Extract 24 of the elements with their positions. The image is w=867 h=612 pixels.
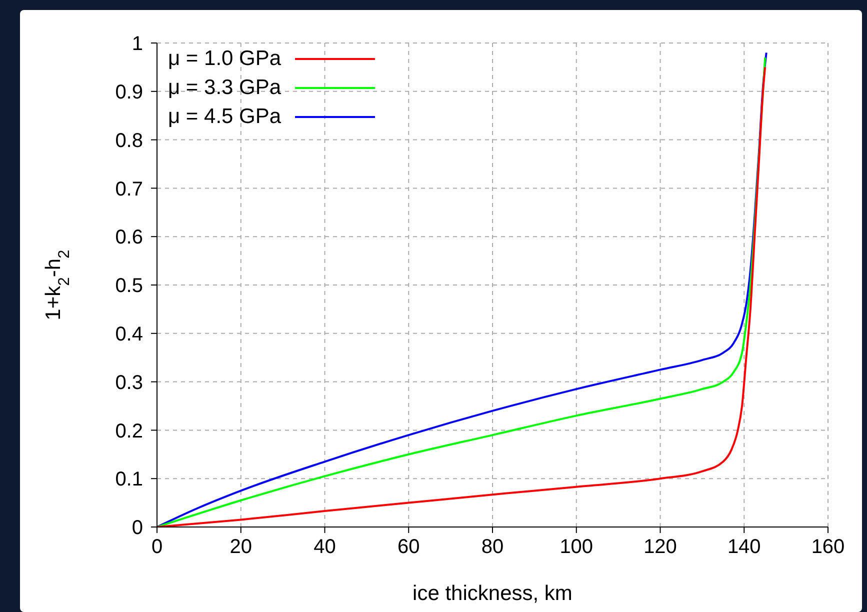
y-tick-label: 0.6: [115, 226, 143, 249]
y-tick-label: 0.2: [115, 420, 143, 442]
y-tick-label: 0.9: [115, 82, 143, 104]
x-tick-label: 100: [560, 536, 594, 558]
y-tick-label: 0.1: [115, 468, 143, 491]
x-tick-label: 0: [151, 536, 163, 558]
y-tick-label: 0.3: [115, 372, 143, 394]
x-tick-label: 20: [230, 536, 252, 558]
x-tick-label: 140: [727, 536, 761, 558]
legend-label: μ = 3.3 GPa: [168, 76, 282, 100]
y-tick-label: 0: [132, 517, 143, 540]
y-tick-label: 0.4: [115, 324, 143, 346]
x-tick-label: 80: [481, 536, 504, 558]
x-tick-label: 160: [811, 536, 845, 558]
y-tick-label: 0.5: [115, 275, 143, 298]
y-tick-label: 0.8: [115, 130, 143, 152]
y-tick-label: 0.7: [115, 178, 143, 200]
x-tick-label: 120: [644, 536, 677, 558]
x-tick-label: 40: [314, 536, 336, 558]
x-axis-title: ice thickness, km: [412, 582, 572, 605]
x-tick-label: 60: [398, 536, 420, 558]
legend-label: μ = 1.0 GPa: [168, 46, 282, 70]
y-tick-label: 1: [132, 33, 143, 56]
legend-label: μ = 4.5 GPa: [168, 104, 282, 128]
